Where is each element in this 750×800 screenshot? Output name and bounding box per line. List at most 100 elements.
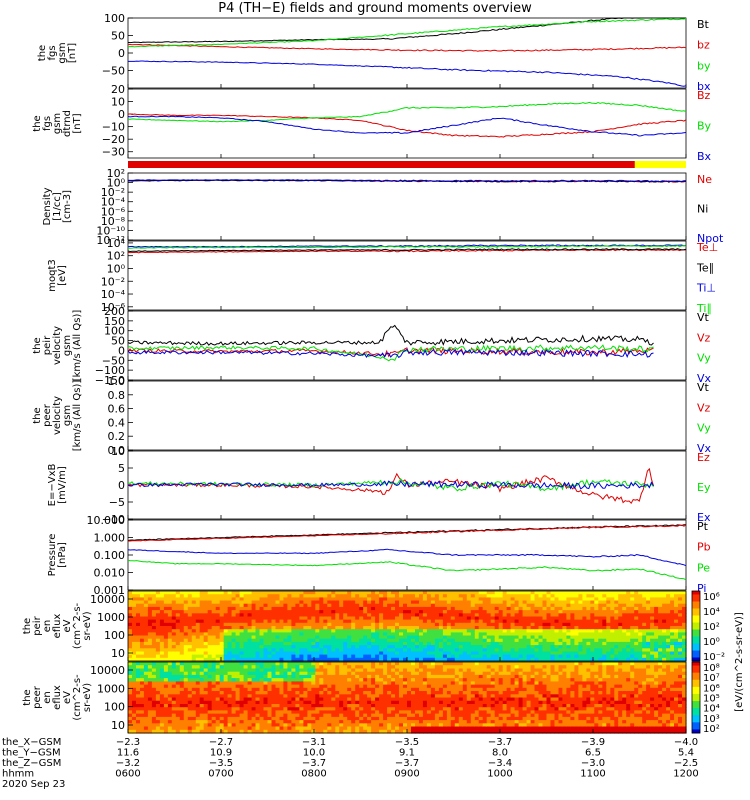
fgs_gsm_detrended-legend-item: Bz <box>697 89 711 102</box>
peir_velocity-series-0 <box>127 324 654 346</box>
density-ytick-label: 10² <box>107 167 125 180</box>
peir_velocity-legend-item: Vy <box>697 352 711 365</box>
peer_velocity-ytick-label: 0.4 <box>108 416 126 429</box>
peir_velocity-ytick-label: −150 <box>95 374 125 387</box>
peir_eflux-ylabel-line: eflux <box>52 614 63 639</box>
fgs_gsm_detrended-ytick-label: 20 <box>111 83 125 96</box>
peir_velocity-ytick-label: 150 <box>104 315 125 328</box>
peir_eflux-colorbar-tick-label: 10² <box>703 622 720 633</box>
pressure-ytick-label: 0.010 <box>94 567 126 580</box>
peir_eflux-ylabel-line: eV <box>62 619 73 632</box>
peir_velocity-ylabel-line: gsm <box>62 335 73 356</box>
efield-ytick-label: 10 <box>111 445 125 458</box>
fgs_gsm-legend-item: Bt <box>697 18 710 31</box>
temperature-legend-item: Ti⊥ <box>696 282 716 295</box>
efield-ytick-label: 5 <box>118 462 125 475</box>
density-ylabel-line: Density <box>42 187 53 225</box>
pressure-series-3 <box>127 548 687 567</box>
fgs_gsm_detrended-ylabel-line: gsm <box>52 113 63 134</box>
temperature-legend-item: Te∥ <box>696 261 714 274</box>
efield-legend-item: Ey <box>697 481 711 494</box>
peer_velocity-ylabel: the peer velocity gsm [km/s (All Qs)] <box>32 380 83 452</box>
peir_eflux-colorbar-frame <box>691 590 701 662</box>
peir_eflux-colorbar-tick-label: 10⁴ <box>703 607 720 618</box>
xaxis-tick-label: 10.0 <box>303 748 325 759</box>
pressure-ylabel: Pressure [nPa] <box>47 534 68 577</box>
temperature-legend-item: Te⊥ <box>696 241 718 254</box>
peer_eflux-ylabel-line: the <box>22 689 33 705</box>
peir_velocity-series-2 <box>127 344 654 362</box>
fgs_gsm-ytick-label: −50 <box>102 65 125 78</box>
peir_velocity-ylabel-line: [km/s (All Qs)] <box>72 310 83 382</box>
peer_velocity-ylabel-line: velocity <box>52 396 63 435</box>
pressure-ytick-label: 1.000 <box>94 532 126 545</box>
efield-ytick-label: −5 <box>109 496 125 509</box>
peer_velocity-legend-item: Vx <box>697 442 712 455</box>
fgs_gsm-ytick-label: 100 <box>104 12 125 25</box>
xaxis-tick-label: −3.1 <box>302 737 326 748</box>
density-ytick-label: 10⁻⁸ <box>101 215 126 228</box>
peer_velocity-legend-item: Vy <box>697 422 711 435</box>
fgs_gsm-ylabel-line: [nT] <box>67 43 78 63</box>
peer_velocity-ylabel-line: the <box>32 407 43 423</box>
peir_eflux-ytick-label: 10000 <box>90 593 125 606</box>
xaxis-tick-label: −3.7 <box>488 737 512 748</box>
pressure-ytick-label: 0.100 <box>94 549 126 562</box>
efield-legend-item: Ez <box>697 451 710 464</box>
peer_velocity-ylabel-line: [km/s (All Qs)] <box>72 380 83 452</box>
peir_eflux-ylabel-line: sr-eV) <box>82 611 93 640</box>
fgs_gsm_detrended-ytick-label: −30 <box>102 146 125 159</box>
peir_velocity-series-3 <box>127 348 654 359</box>
xaxis-tick-label: 1200 <box>673 769 698 780</box>
fgs_gsm_detrended-ylabel-line: the <box>32 115 43 131</box>
efield-legend-item: Ex <box>697 511 711 524</box>
peir_eflux-ylabel-line: the <box>22 618 33 634</box>
xaxis-row-label: the_X−GSM <box>2 737 61 748</box>
peer_velocity-ylabel-line: gsm <box>62 405 73 426</box>
peir_velocity-ylabel-line: the <box>32 337 43 353</box>
date-label: 2020 Sep 23 <box>2 779 65 790</box>
xaxis-tick-label: 9.1 <box>399 748 415 759</box>
temperature-legend-item: Ti∥ <box>696 302 712 315</box>
fgs_gsm_detrended-frame <box>127 88 687 159</box>
temperature-ytick-label: 10⁻² <box>101 275 125 288</box>
peir_eflux-ylabel-line: en <box>42 620 53 633</box>
xaxis-tick-label: −2.7 <box>209 737 233 748</box>
fgs_gsm-legend-item: bz <box>697 39 710 52</box>
xaxis-tick-label: −3.5 <box>209 758 233 769</box>
pressure-legend-item: Pt <box>697 520 709 533</box>
xaxis-tick-label: −3.9 <box>581 737 605 748</box>
temperature-series-1 <box>127 248 687 253</box>
fgs_gsm-series-2 <box>128 17 687 48</box>
fgs_gsm_detrended-ylabel-line: dtrnd <box>62 110 73 137</box>
xaxis-tick-label: 8.0 <box>492 748 508 759</box>
pressure-legend-item: Pe <box>697 561 710 574</box>
chart-title: P4 (TH−E) fields and ground moments over… <box>218 1 532 16</box>
xaxis-tick-label: −3.2 <box>116 758 140 769</box>
peir_velocity-ytick-label: 200 <box>104 305 125 318</box>
fgs_gsm_detrended-ylabel-line: fgs <box>42 116 53 131</box>
peir_velocity-legend-item: Vx <box>697 372 712 385</box>
temperature-ytick-label: 10⁰ <box>107 262 126 275</box>
peer_eflux-cells <box>128 662 687 734</box>
peer_eflux-colorbar-tick-label: 10³ <box>703 714 720 725</box>
xaxis-tick-label: 0600 <box>115 769 140 780</box>
density-ylabel-line: [1/cc] <box>52 192 63 221</box>
temperature-ytick-label: 10⁻⁶ <box>101 301 126 314</box>
xaxis-tick-label: 0800 <box>301 769 326 780</box>
efield-series-2 <box>127 480 654 490</box>
colorbar-label: [eV/(cm^2-s-sr-eV)] <box>734 612 745 712</box>
mode-bar-yellow <box>634 161 686 168</box>
density-ytick-label: 10⁻² <box>101 186 125 199</box>
peir_eflux-ylabel-line: peir <box>32 615 43 635</box>
fgs_gsm-series-1 <box>127 43 687 52</box>
xaxis-tick-label: 11.6 <box>117 748 139 759</box>
peir_eflux-ytick-label: 10 <box>111 647 125 660</box>
density-legend-item: Npot <box>697 232 724 245</box>
fgs_gsm-ylabel: the fgs gsm [nT] <box>37 42 78 63</box>
pressure-legend-item: Pi <box>697 582 706 595</box>
fgs_gsm_detrended-ytick-label: 0 <box>118 108 125 121</box>
peer_eflux-ylabel-line: eV <box>62 691 73 704</box>
peir_velocity-ytick-label: −100 <box>95 364 125 377</box>
efield-ylabel-line: E=−VxB <box>47 464 58 507</box>
